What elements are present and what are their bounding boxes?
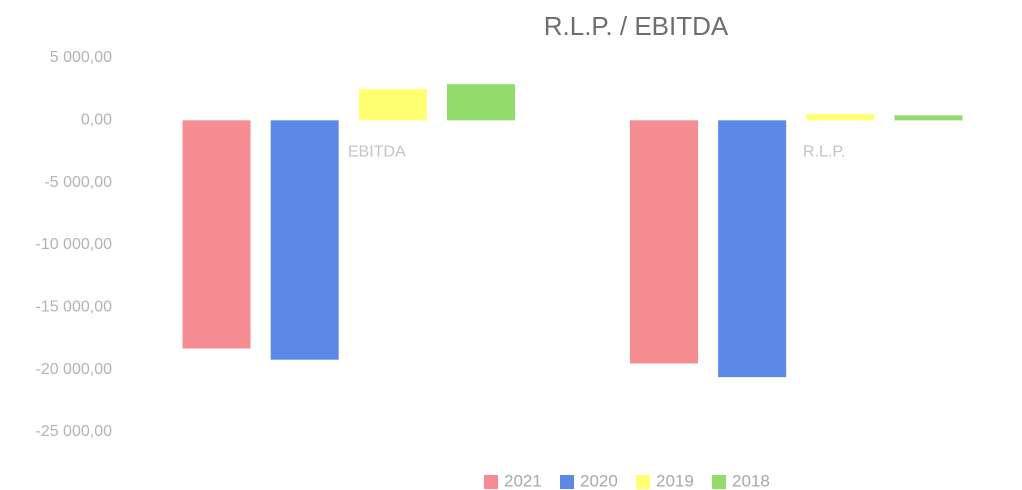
legend-label: 2020 [580, 471, 618, 490]
chart-title: R.L.P. / EBITDA [544, 11, 729, 41]
y-tick-label: -5 000,00 [44, 174, 112, 191]
legend-swatch [484, 475, 498, 489]
bar [446, 84, 515, 121]
bar [270, 120, 339, 360]
legend-swatch [636, 475, 650, 489]
legend-label: 2019 [656, 471, 694, 490]
bar [718, 120, 787, 378]
bar [358, 89, 427, 121]
legend-label: 2021 [504, 471, 542, 490]
y-tick-label: -15 000,00 [35, 299, 112, 316]
legend-swatch [560, 475, 574, 489]
bar [182, 120, 251, 349]
x-tick-label: R.L.P. [803, 144, 845, 161]
bar [894, 115, 963, 121]
legend-swatch [712, 475, 726, 489]
y-tick-label: 5 000,00 [50, 49, 112, 66]
bar [630, 120, 699, 364]
y-tick-label: -10 000,00 [35, 236, 112, 253]
y-tick-label: 0,00 [81, 112, 112, 129]
bar [806, 114, 875, 121]
y-tick-label: -25 000,00 [35, 423, 112, 440]
legend-label: 2018 [732, 471, 770, 490]
x-tick-label: EBITDA [348, 144, 406, 161]
y-tick-label: -20 000,00 [35, 361, 112, 378]
